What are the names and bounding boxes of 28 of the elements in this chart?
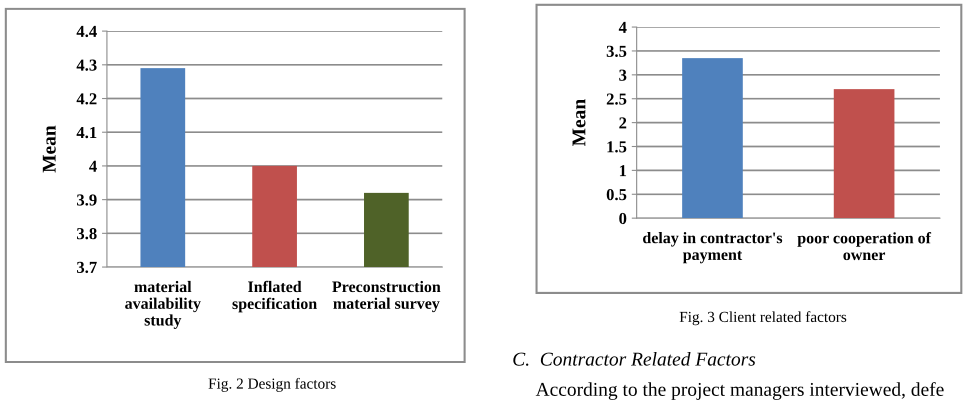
y-tick-label: 3.8 [76,228,97,240]
y-tick-label: 4.1 [76,127,96,138]
y-tick-label: 4.3 [76,60,97,71]
caption: Fig. 3 Client related factors [680,311,846,326]
text: C. Contractor Related Factors [513,352,756,366]
y-tick-label: 4.2 [76,93,96,105]
x-tick-label: delay in contractor's payment [643,232,782,264]
x-tick-label: material availability study [125,280,201,329]
x-tick-label: Inflated specification [232,280,317,312]
y-tick-label: 3.7 [76,262,97,274]
y-tick-label: 4 [89,160,97,172]
y-tick-label: 0.5 [606,188,626,200]
y-tick-label: 1.5 [607,141,626,153]
y-tick-label: 3.9 [76,194,97,206]
y-axis-title: Mean [42,126,56,173]
caption: Fig. 2 Design factors [208,378,336,392]
y-tick-label: 3.5 [606,46,626,57]
y-tick-label: 4 [618,22,627,33]
y-tick-label: 0 [619,212,626,224]
y-tick-label: 1 [620,165,626,176]
y-axis-title: Mean [572,99,586,146]
y-tick-label: 3 [619,70,626,81]
text: According to the project managers interviewed, defe [536,382,944,400]
y-tick-label: 2.5 [606,93,626,105]
x-tick-label: poor cooperation of owner [797,232,932,260]
y-tick-label: 4.4 [76,26,97,38]
x-tick-label: Preconstruction material survey [332,280,441,312]
y-tick-label: 2 [619,117,626,128]
